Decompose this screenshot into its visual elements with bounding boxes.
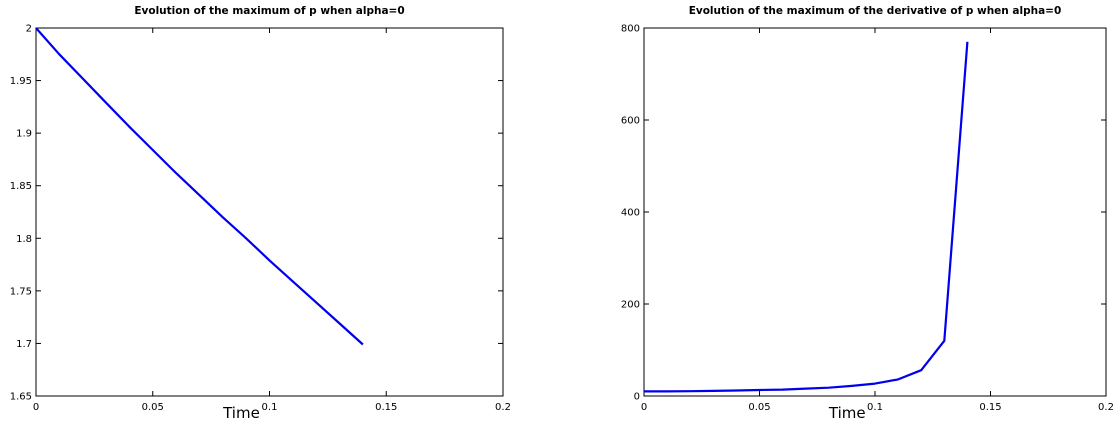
chart-max-p: Evolution of the maximum of p when alpha… <box>10 5 511 422</box>
tick-group: 0 0.05 0.1 0.15 0.2 1.65 1.7 1.75 1.8 1.85 1.9 1.95… <box>10 24 511 414</box>
y-tick-label: 400 <box>621 208 640 219</box>
y-tick-label: 1.75 <box>10 286 32 297</box>
x-tick-label: 0 <box>641 402 647 413</box>
x-tick-label: 0.05 <box>142 402 164 413</box>
chart-title: Evolution of the maximum of p when alpha… <box>134 5 404 17</box>
plot-frame <box>643 27 1107 397</box>
x-axis-label: Time <box>828 404 866 422</box>
y-tick-label: 2 <box>26 24 32 35</box>
y-tick-label: 1.7 <box>16 339 32 350</box>
x-tick-label: 0 <box>33 402 39 413</box>
plot-frame <box>35 27 504 397</box>
x-tick-label: 0.1 <box>262 402 278 413</box>
y-tick-label: 1.9 <box>16 129 32 140</box>
x-tick-label: 0.15 <box>375 402 397 413</box>
tick-group: 0 0.05 0.1 0.15 0.2 0 200 400 600 800 <box>621 24 1114 414</box>
x-tick-label: 0.05 <box>748 402 770 413</box>
y-tick-label: 0 <box>634 392 640 403</box>
y-tick-label: 600 <box>621 116 640 127</box>
y-tick-label: 1.85 <box>10 181 32 192</box>
y-tick-label: 1.8 <box>16 234 32 245</box>
chart-max-derivative-p: Evolution of the maximum of the derivati… <box>621 5 1114 422</box>
x-tick-label: 0.15 <box>979 402 1001 413</box>
x-tick-label: 0.2 <box>1098 402 1114 413</box>
chart-title: Evolution of the maximum of the derivati… <box>689 5 1062 17</box>
y-tick-label: 1.95 <box>10 76 32 87</box>
y-tick-label: 800 <box>621 24 640 35</box>
series-line <box>35 27 364 346</box>
y-tick-label: 1.65 <box>10 392 32 403</box>
x-tick-label: 0.2 <box>495 402 511 413</box>
series-line <box>644 41 969 393</box>
x-tick-label: 0.1 <box>867 402 883 413</box>
x-axis-label: Time <box>222 404 260 422</box>
y-tick-label: 200 <box>621 300 640 311</box>
